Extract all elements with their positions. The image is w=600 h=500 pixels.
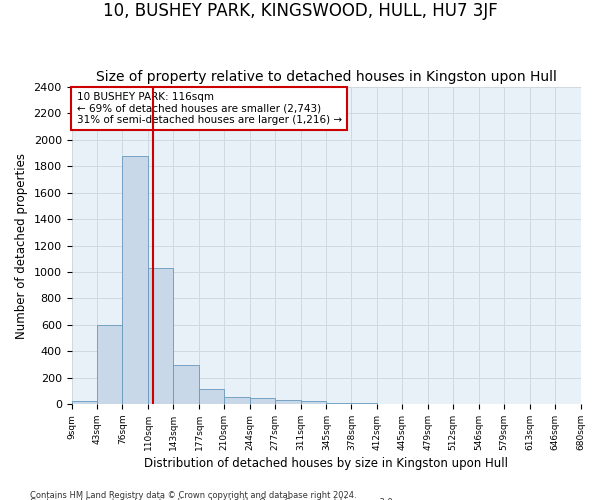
Text: Contains HM Land Registry data © Crown copyright and database right 2024.: Contains HM Land Registry data © Crown c…: [30, 490, 356, 500]
Bar: [173, 365, 199, 404]
Bar: [199, 390, 224, 404]
Bar: [250, 398, 275, 404]
Y-axis label: Number of detached properties: Number of detached properties: [15, 152, 28, 338]
Text: 10 BUSHEY PARK: 116sqm
← 69% of detached houses are smaller (2,743)
31% of semi-: 10 BUSHEY PARK: 116sqm ← 69% of detached…: [77, 92, 342, 125]
Text: 10, BUSHEY PARK, KINGSWOOD, HULL, HU7 3JF: 10, BUSHEY PARK, KINGSWOOD, HULL, HU7 3J…: [103, 2, 497, 21]
Bar: [301, 402, 326, 404]
Bar: [224, 398, 250, 404]
Bar: [71, 402, 97, 404]
Bar: [275, 400, 301, 404]
Bar: [97, 324, 122, 404]
Title: Size of property relative to detached houses in Kingston upon Hull: Size of property relative to detached ho…: [95, 70, 556, 85]
Bar: [122, 156, 148, 404]
Text: Contains public sector information licensed under the Open Government Licence v3: Contains public sector information licen…: [30, 498, 395, 500]
Bar: [148, 268, 173, 404]
X-axis label: Distribution of detached houses by size in Kingston upon Hull: Distribution of detached houses by size …: [144, 457, 508, 470]
